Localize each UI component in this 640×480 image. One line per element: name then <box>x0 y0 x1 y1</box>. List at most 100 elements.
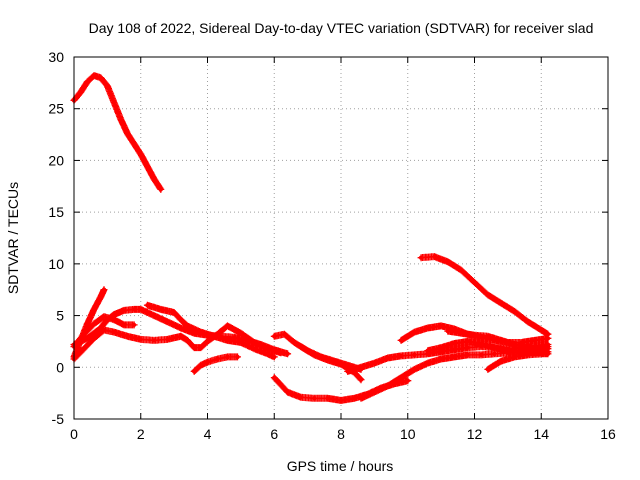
y-tick-label: 20 <box>48 152 64 168</box>
x-tick-label: 6 <box>270 426 278 442</box>
data-points-arc7 <box>190 353 241 375</box>
data-point <box>345 369 350 374</box>
data-point <box>151 313 157 318</box>
chart-title: Day 108 of 2022, Sidereal Day-to-day VTE… <box>89 20 594 36</box>
data-point <box>111 329 117 335</box>
data-point <box>465 345 471 350</box>
data-point <box>298 395 304 400</box>
data-point <box>211 334 217 339</box>
data-point <box>358 396 364 401</box>
x-axis-label: GPS time / hours <box>287 458 394 474</box>
x-tick-label: 0 <box>70 426 78 442</box>
data-point <box>252 346 257 351</box>
data-point <box>499 358 504 364</box>
data-point <box>472 333 477 338</box>
data-point <box>111 312 117 317</box>
data-point <box>298 344 304 349</box>
data-point <box>215 356 220 362</box>
data-point <box>525 345 531 350</box>
data-point <box>398 375 404 380</box>
data-point <box>91 307 97 312</box>
data-point <box>138 307 143 312</box>
data-point <box>405 378 410 383</box>
data-point <box>312 396 317 401</box>
data-point <box>465 352 471 358</box>
data-layer <box>70 72 552 404</box>
data-point <box>445 259 450 264</box>
x-tick-label: 16 <box>600 426 616 442</box>
y-tick-label: 15 <box>48 204 64 220</box>
data-point <box>432 254 437 259</box>
data-point <box>131 141 137 147</box>
data-point <box>178 334 183 339</box>
data-point <box>545 346 551 351</box>
y-tick-label: 30 <box>48 49 64 65</box>
data-point <box>272 334 277 339</box>
data-point <box>191 369 197 374</box>
data-point <box>78 89 83 95</box>
x-tick-label: 12 <box>467 426 483 442</box>
data-point <box>472 280 477 285</box>
data-point <box>499 338 504 343</box>
data-point <box>252 340 257 345</box>
data-point <box>105 83 110 89</box>
data-point <box>525 352 531 358</box>
data-point <box>485 334 491 339</box>
data-point <box>358 365 364 370</box>
data-point <box>398 338 404 343</box>
data-point <box>198 363 204 368</box>
data-points-arc10 <box>297 343 365 384</box>
data-point <box>458 267 464 273</box>
data-point <box>125 334 130 339</box>
y-tick-label: 25 <box>48 101 64 117</box>
data-point <box>412 329 417 335</box>
x-tick-label: 8 <box>337 426 345 442</box>
data-point <box>98 75 103 80</box>
data-point <box>445 328 450 334</box>
data-point <box>282 331 287 337</box>
data-point <box>512 309 517 314</box>
data-point <box>398 353 404 359</box>
data-point <box>81 331 87 337</box>
data-point <box>111 100 117 105</box>
data-point <box>131 307 137 312</box>
data-points-arc1 <box>70 72 165 193</box>
data-point <box>272 354 277 360</box>
series-arc7 <box>190 353 241 375</box>
data-point <box>372 360 377 366</box>
tick-layer: 0 2 4 6 8 10 12 14 16 -5 0 5 10 15 20 25 30 <box>48 49 616 442</box>
data-point <box>98 294 103 300</box>
data-point <box>385 355 390 361</box>
data-point <box>499 300 504 306</box>
data-point <box>265 346 270 351</box>
data-point <box>238 340 244 345</box>
data-point <box>118 116 123 122</box>
data-point <box>185 323 190 329</box>
data-point <box>478 352 484 358</box>
data-point <box>278 350 284 356</box>
data-point <box>358 377 364 382</box>
data-point <box>91 73 97 78</box>
data-point <box>539 346 544 351</box>
data-point <box>492 351 497 357</box>
data-point <box>165 319 170 324</box>
data-point <box>492 345 497 350</box>
data-point <box>545 351 551 357</box>
data-point <box>325 396 330 401</box>
data-point <box>485 292 491 298</box>
x-tick-label: 10 <box>400 426 416 442</box>
data-point <box>452 354 457 360</box>
data-point <box>512 342 517 347</box>
data-point <box>101 287 107 292</box>
data-point <box>425 348 430 353</box>
y-tick-label: 5 <box>56 308 64 324</box>
x-tick-label: 14 <box>533 426 549 442</box>
data-point <box>91 336 97 341</box>
data-point <box>151 176 157 182</box>
data-point <box>478 341 484 346</box>
data-point <box>532 338 537 343</box>
data-point <box>225 354 230 360</box>
data-point <box>178 317 183 322</box>
